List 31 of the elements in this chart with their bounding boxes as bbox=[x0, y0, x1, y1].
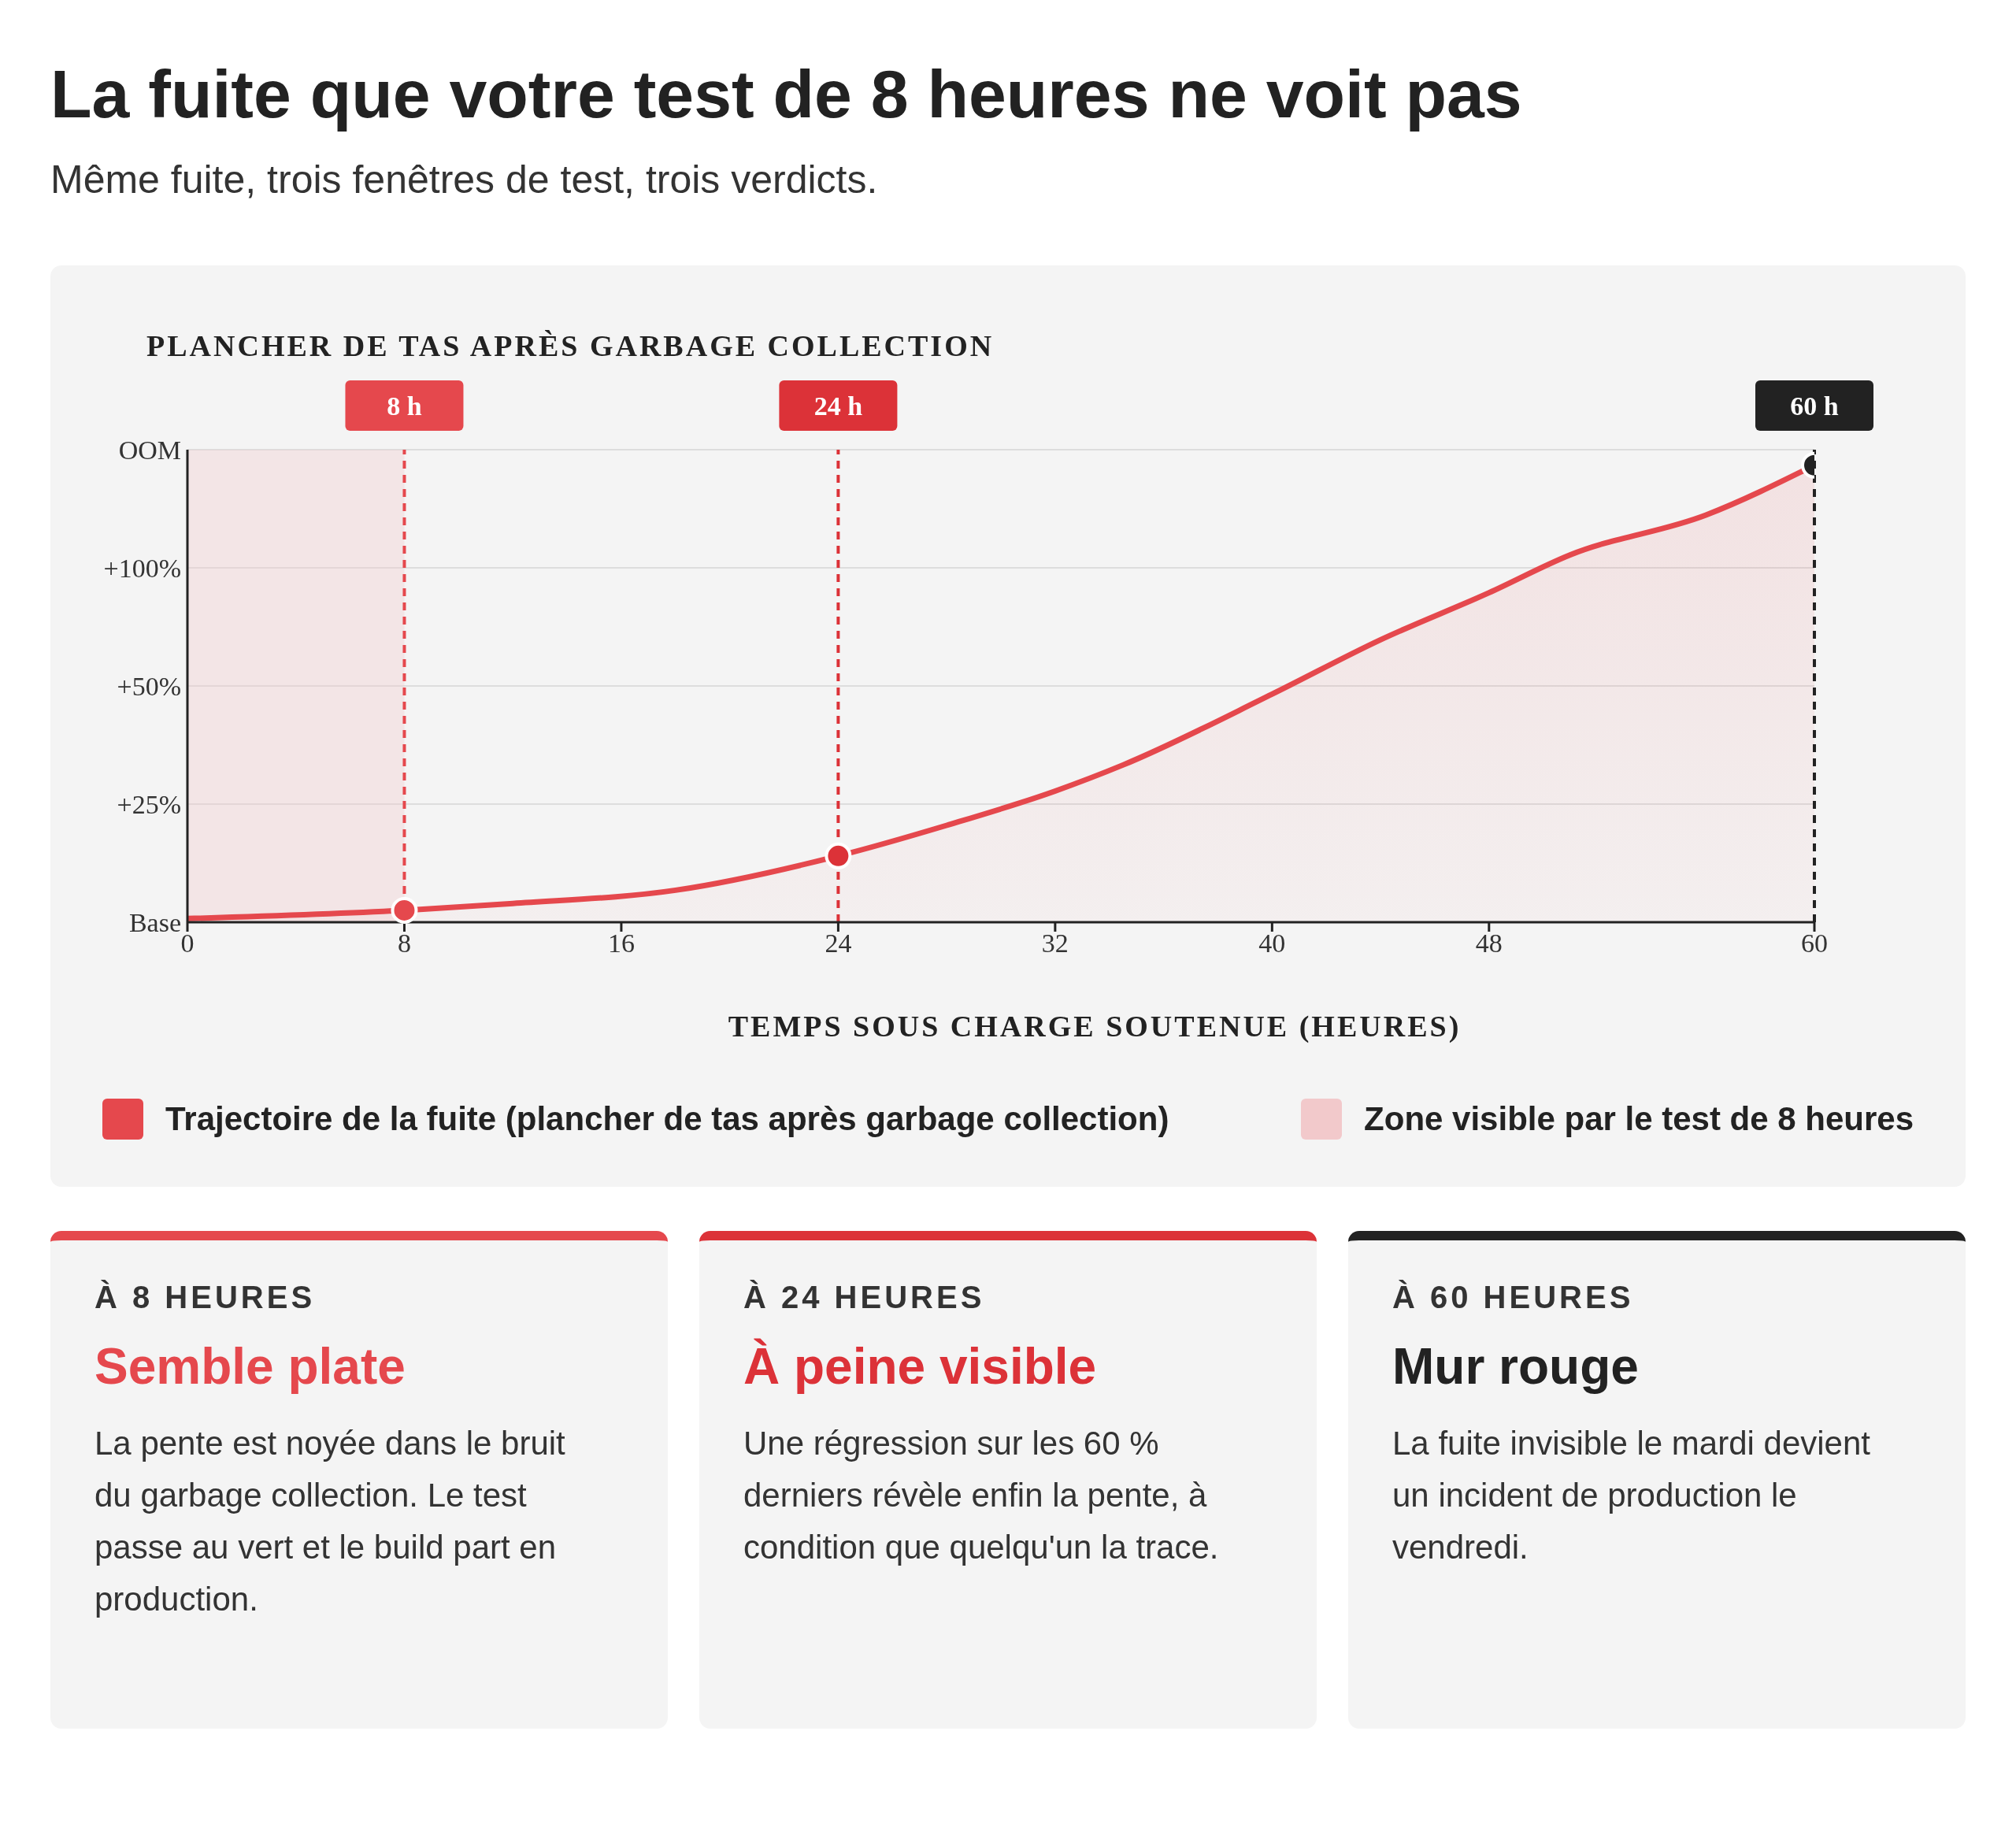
x-axis-title: TEMPS SOUS CHARGE SOUTENUE (HEURES) bbox=[727, 1009, 1462, 1043]
text: La fuite invisible le mardi devient un incident de production le vendredi. bbox=[1392, 1424, 1871, 1567]
x-tick-label: 8 bbox=[397, 929, 411, 958]
text: La pente est noyée dans le bruit du garbage collection. Le test passe au vert et le build part en production. bbox=[94, 1424, 566, 1619]
text: À 8 HEURES bbox=[94, 1280, 317, 1315]
chart-title: La fuite que votre test de 8 heures ne voit pas bbox=[50, 55, 1523, 133]
legend-label: Zone visible par le test de 8 heures bbox=[1364, 1100, 1914, 1138]
text: Semble plate bbox=[94, 1337, 406, 1396]
text: À 24 HEURES bbox=[743, 1280, 986, 1315]
text: OOM bbox=[118, 436, 181, 465]
text: Une régression sur les 60 % derniers révèle enfin la pente, à condition que quelqu'un la trace. bbox=[743, 1424, 1220, 1567]
ref-line-label: 24 h bbox=[813, 391, 863, 421]
y-axis-title: PLANCHER DE TAS APRÈS GARBAGE COLLECTION bbox=[146, 328, 995, 363]
text: À peine visible bbox=[743, 1337, 1098, 1396]
ref-line-label: 60 h bbox=[1790, 391, 1839, 421]
x-tick-label: 0 bbox=[180, 929, 195, 958]
x-tick-label: 48 bbox=[1475, 929, 1503, 958]
text: +25% bbox=[117, 790, 181, 820]
text: +100% bbox=[103, 554, 181, 584]
legend-label: Trajectoire de la fuite (plancher de tas après garbage collection) bbox=[165, 1100, 1169, 1138]
x-tick-label: 24 bbox=[825, 929, 852, 958]
x-tick-label: 40 bbox=[1258, 929, 1286, 958]
x-tick-label: 32 bbox=[1041, 929, 1069, 958]
text: Base bbox=[128, 908, 181, 938]
text: +50% bbox=[117, 672, 181, 702]
x-tick-label: 60 bbox=[1801, 929, 1828, 958]
text: Mur rouge bbox=[1392, 1337, 1640, 1396]
ref-line-label: 8 h bbox=[387, 391, 422, 421]
chart-subtitle: Même fuite, trois fenêtres de test, trois verdicts. bbox=[50, 157, 879, 202]
text: À 60 HEURES bbox=[1392, 1280, 1635, 1315]
x-tick-label: 16 bbox=[607, 929, 635, 958]
